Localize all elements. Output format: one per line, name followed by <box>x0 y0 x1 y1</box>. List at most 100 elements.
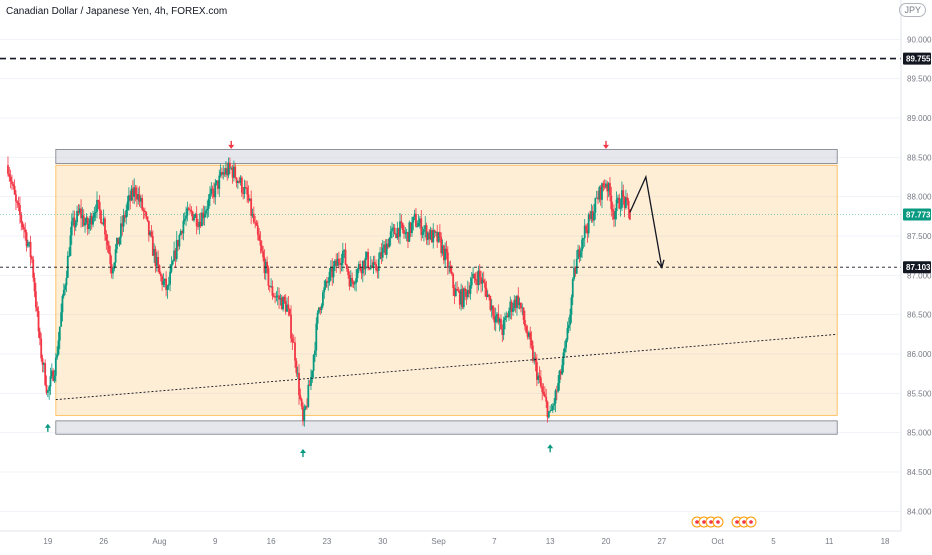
candle-body <box>50 370 53 377</box>
candle-body <box>102 218 105 225</box>
candle-body <box>407 232 409 242</box>
candle-body <box>542 391 545 395</box>
candle-body <box>133 187 136 197</box>
candle-body <box>591 211 594 221</box>
candle-body <box>392 227 395 229</box>
candle-body <box>88 223 90 230</box>
candle-body <box>425 225 428 240</box>
candle-body <box>72 217 74 222</box>
candle-body <box>506 315 509 318</box>
candle-body <box>618 197 621 209</box>
candle-body <box>56 354 59 358</box>
candle-body <box>415 213 417 227</box>
x-tick-label: 23 <box>322 537 331 546</box>
candle-body <box>96 199 98 212</box>
candle-body <box>98 201 101 211</box>
candle-body <box>7 165 9 174</box>
candle-body <box>128 195 130 202</box>
candle-body <box>607 183 610 192</box>
candle-body <box>37 311 40 332</box>
candle-body <box>437 232 440 242</box>
candle-body <box>357 263 360 270</box>
candle-body <box>453 288 456 296</box>
candle-body <box>601 183 603 200</box>
candle-body <box>179 231 182 235</box>
candle-body <box>113 262 116 269</box>
price-label-89.755: 89.755 <box>906 55 931 64</box>
candle-body <box>391 228 393 232</box>
candle-body <box>80 208 82 219</box>
candle-body <box>57 340 60 355</box>
candle-body <box>518 302 521 306</box>
candle-body <box>139 198 142 202</box>
candle-body <box>183 218 186 221</box>
x-tick-label: 20 <box>602 537 611 546</box>
candle-body <box>547 411 550 418</box>
candle-body <box>260 245 263 252</box>
candle-body <box>46 391 49 393</box>
candle-body <box>434 232 437 233</box>
candle-body <box>554 390 557 404</box>
candle-body <box>114 249 117 263</box>
candle-body <box>424 225 427 230</box>
candle-body <box>429 230 432 240</box>
candle-body <box>267 267 270 286</box>
candle-body <box>351 277 354 282</box>
candle-body <box>106 240 109 246</box>
candle-body <box>389 231 392 239</box>
candle-body <box>49 376 52 387</box>
candle-body <box>290 314 292 339</box>
candle-body <box>449 266 452 272</box>
candle-body <box>405 232 408 234</box>
projection-path <box>629 174 663 268</box>
currency-badge[interactable]: JPY <box>899 3 926 17</box>
candle-body <box>270 286 272 288</box>
candle-body <box>247 194 250 201</box>
candle-body <box>396 228 399 238</box>
candle-body <box>411 222 413 234</box>
candle-body <box>236 181 239 183</box>
candle-body <box>622 190 625 198</box>
candle-body <box>460 289 463 305</box>
candle-body <box>315 323 318 351</box>
candle-body <box>365 251 368 258</box>
candle-body <box>243 187 246 194</box>
candle-body <box>221 171 223 175</box>
candle-body <box>326 280 328 283</box>
candle-body <box>259 240 262 246</box>
candle-body <box>54 357 57 376</box>
candle-body <box>149 231 152 236</box>
candle-body <box>448 266 451 268</box>
candle-body <box>368 267 371 269</box>
candle-body <box>77 210 80 213</box>
candle-body <box>232 166 235 178</box>
y-tick-label: 86.000 <box>907 350 932 359</box>
candle-body <box>94 211 97 214</box>
candle-body <box>615 199 618 212</box>
candle-body <box>120 223 122 238</box>
candle-body <box>163 278 166 281</box>
candle-body <box>565 339 568 348</box>
candle-body <box>466 289 469 297</box>
candle-body <box>211 188 214 191</box>
candle-body <box>501 329 504 336</box>
candle-body <box>230 167 233 169</box>
candle-body <box>68 255 71 257</box>
candle-body <box>593 212 595 221</box>
candle-body <box>129 195 132 201</box>
candle-body <box>182 220 185 234</box>
candle-body <box>545 396 548 402</box>
candle-body <box>427 232 429 240</box>
candle-body <box>11 181 13 185</box>
candle-body <box>274 296 276 298</box>
candle-body <box>69 235 72 256</box>
x-tick-label: 7 <box>492 537 497 546</box>
candle-body <box>412 216 415 223</box>
candle-body <box>314 350 316 356</box>
candle-body <box>218 175 221 189</box>
candle-body <box>254 222 257 224</box>
projection-arrowhead <box>656 259 665 269</box>
candle-body <box>428 232 431 240</box>
candle-body <box>268 285 271 287</box>
